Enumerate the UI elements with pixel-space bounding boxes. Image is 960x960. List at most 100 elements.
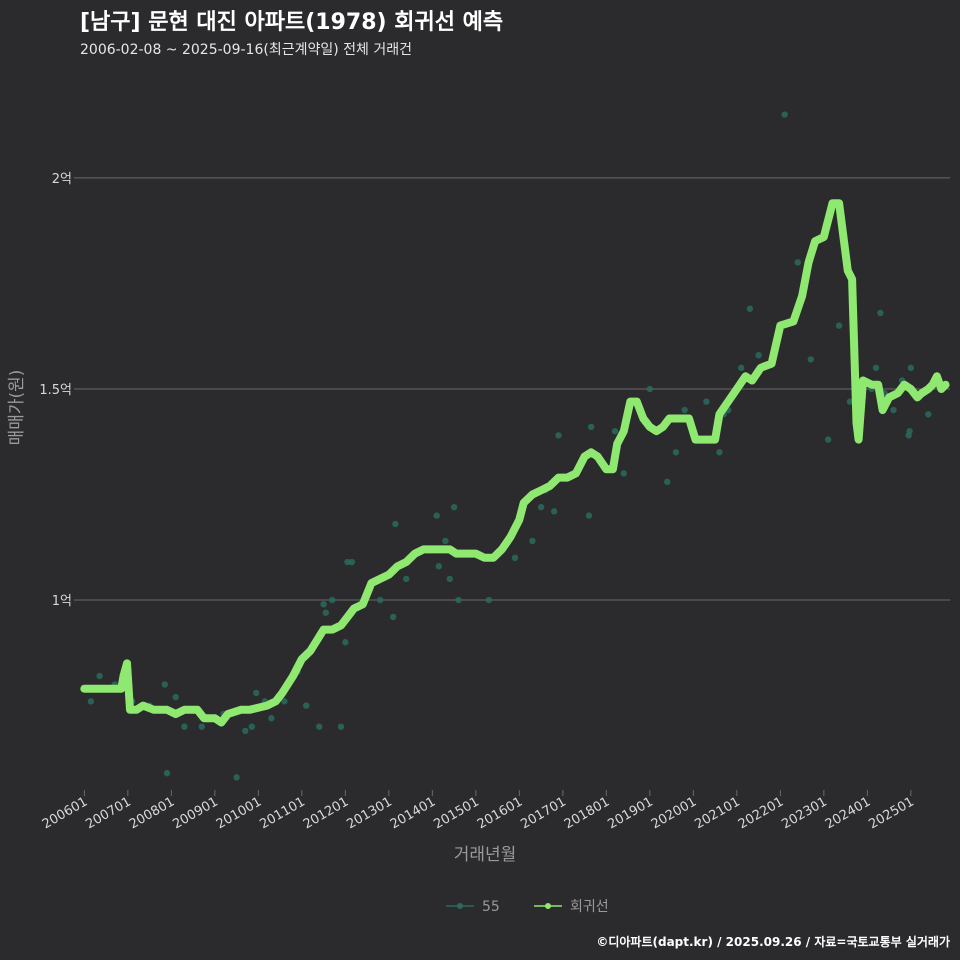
data-point: [320, 601, 327, 608]
data-point: [872, 364, 880, 372]
data-point: [450, 503, 458, 511]
x-tick-label: 201501: [431, 794, 481, 832]
data-point: [248, 723, 256, 730]
data-point: [455, 596, 462, 604]
x-tick-label: 201601: [475, 794, 525, 832]
legend-dot: [457, 903, 463, 909]
data-point: [435, 563, 443, 570]
axis-layer: 1억1.5억2억20060120070120080120090120100120…: [7, 172, 917, 865]
legend-item-0: 55: [446, 899, 500, 915]
data-point: [181, 723, 188, 730]
x-tick-label: 202201: [736, 794, 786, 832]
data-point: [794, 259, 801, 266]
x-tick-label: 202401: [823, 794, 873, 832]
data-point: [316, 723, 323, 730]
data-point: [890, 406, 897, 414]
x-tick-label: 200801: [127, 794, 177, 832]
legend-label: 55: [482, 899, 500, 915]
data-point: [925, 411, 932, 418]
data-point: [738, 364, 745, 372]
data-point: [511, 554, 519, 562]
data-point: [620, 470, 627, 477]
chart-title: [남구] 문현 대진 아파트(1978) 회귀선 예측: [80, 10, 504, 35]
data-point: [646, 385, 654, 393]
x-tick-label: 202501: [866, 794, 916, 832]
data-point: [403, 575, 410, 583]
x-tick-label: 201101: [257, 794, 307, 832]
chart-subtitle: 2006-02-08 ~ 2025-09-16(최근계약일) 전체 거래건: [80, 42, 412, 58]
x-tick-label: 200701: [83, 794, 133, 832]
regression-line: [80, 199, 950, 727]
data-point: [846, 398, 854, 405]
legend-label: 회귀선: [570, 899, 609, 915]
data-point: [433, 512, 440, 519]
data-point: [664, 478, 671, 486]
data-point: [322, 609, 329, 616]
data-point: [172, 693, 179, 701]
x-tick-label: 201301: [344, 794, 394, 832]
data-point: [537, 503, 545, 511]
data-point: [390, 613, 397, 621]
data-point: [442, 537, 449, 545]
data-point: [835, 322, 843, 329]
y-tick-label: 2억: [52, 172, 72, 187]
data-point: [268, 715, 275, 722]
data-point: [807, 356, 814, 363]
y-tick-label: 1억: [52, 594, 72, 609]
data-point: [252, 689, 260, 697]
data-point: [681, 406, 688, 414]
legend-dot: [545, 903, 551, 909]
data-point: [485, 596, 493, 604]
x-tick-label: 201801: [562, 794, 612, 832]
x-tick-label: 201201: [301, 794, 351, 832]
data-point: [716, 449, 723, 456]
y-axis-title: 매매가(원): [7, 370, 27, 446]
data-point: [376, 596, 384, 604]
data-point: [781, 111, 788, 118]
data-point: [348, 558, 356, 566]
legend-layer: 55 회귀선: [446, 899, 609, 915]
data-point: [163, 769, 171, 777]
data-point: [825, 436, 832, 443]
source-footer: ©디아파트(dapt.kr) / 2025.09.26 / 자료=국토교통부 실…: [596, 935, 950, 949]
data-point: [550, 508, 558, 515]
data-point: [281, 698, 288, 705]
data-point: [342, 639, 349, 646]
y-tick-label: 1.5억: [39, 383, 72, 398]
x-tick-label: 200601: [40, 794, 90, 832]
x-tick-label: 201701: [518, 794, 568, 832]
data-point: [529, 537, 536, 545]
data-point: [907, 364, 915, 372]
legend-item-1: 회귀선: [534, 899, 609, 915]
data-point: [87, 698, 95, 705]
x-tick-label: 202101: [692, 794, 742, 832]
data-point: [672, 449, 680, 456]
data-point: [329, 596, 336, 604]
data-point: [906, 427, 913, 435]
x-axis-title: 거래년월: [454, 845, 517, 865]
data-point: [303, 702, 310, 709]
data-point: [877, 309, 884, 317]
x-tick-label: 202301: [779, 794, 829, 832]
x-tick-label: 202001: [649, 794, 699, 832]
data-point: [703, 398, 710, 405]
x-tick-label: 201401: [388, 794, 438, 832]
x-tick-label: 201001: [214, 794, 264, 832]
data-point: [746, 305, 754, 312]
data-point: [446, 575, 453, 583]
data-point: [96, 672, 103, 680]
data-point: [587, 423, 595, 431]
line-layer: [80, 199, 950, 727]
x-tick-label: 201901: [605, 794, 655, 832]
data-point: [242, 727, 249, 735]
x-tick-label: 200901: [170, 794, 220, 832]
data-point: [555, 432, 562, 439]
data-point: [337, 723, 345, 730]
data-point: [611, 427, 619, 435]
data-point: [233, 774, 240, 781]
data-point: [585, 512, 593, 519]
points-layer: [87, 111, 932, 781]
data-point: [755, 351, 762, 359]
grid-layer: [80, 177, 950, 601]
